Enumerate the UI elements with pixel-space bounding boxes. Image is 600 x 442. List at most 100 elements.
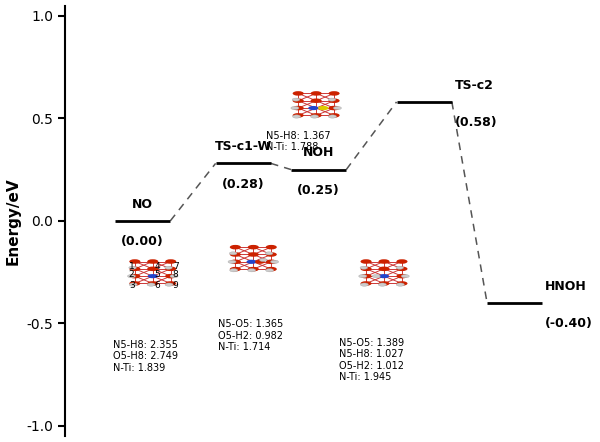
Circle shape <box>165 267 176 271</box>
Circle shape <box>397 274 407 278</box>
Circle shape <box>328 98 335 101</box>
Circle shape <box>266 269 274 272</box>
Circle shape <box>266 259 277 264</box>
Circle shape <box>292 98 300 101</box>
Circle shape <box>311 113 322 118</box>
Circle shape <box>308 106 319 110</box>
Circle shape <box>266 245 277 249</box>
Text: 2: 2 <box>129 270 134 278</box>
Text: TS-c1-W: TS-c1-W <box>215 140 272 153</box>
Text: HNOH: HNOH <box>545 279 587 293</box>
Text: 4: 4 <box>154 262 160 271</box>
Circle shape <box>129 283 137 286</box>
Circle shape <box>379 259 389 264</box>
Circle shape <box>129 266 136 269</box>
Text: N5-O5: 1.365
O5-H2: 0.982
N-Ti: 1.714: N5-O5: 1.365 O5-H2: 0.982 N-Ti: 1.714 <box>218 319 283 352</box>
Circle shape <box>293 91 304 95</box>
Circle shape <box>310 115 319 118</box>
Circle shape <box>359 274 367 278</box>
Circle shape <box>148 274 158 278</box>
Circle shape <box>329 91 340 95</box>
Circle shape <box>129 259 140 264</box>
Circle shape <box>360 266 368 269</box>
Circle shape <box>260 259 267 262</box>
Circle shape <box>255 260 265 264</box>
Circle shape <box>230 267 241 271</box>
Circle shape <box>271 260 278 263</box>
Circle shape <box>397 259 407 264</box>
Text: (-0.40): (-0.40) <box>545 317 593 330</box>
Circle shape <box>361 267 371 271</box>
Circle shape <box>397 281 407 286</box>
Circle shape <box>165 259 176 264</box>
Text: NOH: NOH <box>303 146 334 159</box>
Circle shape <box>334 107 341 110</box>
Circle shape <box>361 283 368 286</box>
Circle shape <box>328 115 337 118</box>
Circle shape <box>248 269 256 272</box>
Circle shape <box>129 274 140 278</box>
Circle shape <box>165 274 176 278</box>
Circle shape <box>266 252 277 257</box>
Circle shape <box>147 283 155 286</box>
Circle shape <box>147 259 158 264</box>
Circle shape <box>379 283 386 286</box>
Circle shape <box>265 252 273 255</box>
Circle shape <box>397 267 407 271</box>
Circle shape <box>401 274 409 278</box>
Text: 9: 9 <box>173 281 178 290</box>
Circle shape <box>170 274 178 278</box>
Text: (0.28): (0.28) <box>222 178 265 191</box>
Circle shape <box>311 91 322 95</box>
Text: (0.25): (0.25) <box>297 184 340 197</box>
Circle shape <box>379 281 389 286</box>
Text: 3: 3 <box>129 281 134 290</box>
Circle shape <box>248 245 259 249</box>
Circle shape <box>129 281 140 286</box>
Circle shape <box>329 113 340 118</box>
Circle shape <box>165 266 172 269</box>
Circle shape <box>396 283 404 286</box>
Circle shape <box>228 260 236 263</box>
Circle shape <box>147 281 158 286</box>
Circle shape <box>361 281 371 286</box>
Circle shape <box>248 252 259 257</box>
Circle shape <box>127 274 136 278</box>
Circle shape <box>230 259 241 264</box>
Circle shape <box>379 274 389 278</box>
Circle shape <box>329 99 340 103</box>
Text: TS-c2: TS-c2 <box>454 79 493 91</box>
Circle shape <box>266 267 277 271</box>
Circle shape <box>230 252 241 257</box>
Text: 7: 7 <box>173 262 178 271</box>
Circle shape <box>165 283 173 286</box>
Circle shape <box>293 115 301 118</box>
Circle shape <box>372 274 380 278</box>
Circle shape <box>248 267 259 271</box>
Circle shape <box>147 267 158 271</box>
Circle shape <box>247 260 257 264</box>
Text: 6: 6 <box>154 281 160 290</box>
Circle shape <box>165 281 176 286</box>
Circle shape <box>379 267 389 271</box>
Circle shape <box>230 269 238 272</box>
Text: N5-H8: 1.367
N-Ti: 1.788: N5-H8: 1.367 N-Ti: 1.788 <box>266 130 331 152</box>
Text: (0.58): (0.58) <box>454 116 497 129</box>
Circle shape <box>329 106 340 110</box>
Circle shape <box>311 99 322 103</box>
Circle shape <box>293 106 304 110</box>
Circle shape <box>361 274 371 278</box>
Circle shape <box>230 245 241 249</box>
Y-axis label: Energy/eV: Energy/eV <box>5 177 20 265</box>
Text: 8: 8 <box>173 270 178 278</box>
Text: N5-H8: 2.355
O5-H8: 2.749
N-Ti: 1.839: N5-H8: 2.355 O5-H8: 2.749 N-Ti: 1.839 <box>113 340 178 373</box>
Circle shape <box>229 252 237 255</box>
Circle shape <box>293 113 304 118</box>
Circle shape <box>291 107 299 110</box>
Circle shape <box>361 259 371 264</box>
Circle shape <box>396 266 403 269</box>
Text: NO: NO <box>132 198 153 210</box>
Circle shape <box>293 99 304 103</box>
Text: (0.00): (0.00) <box>121 235 164 248</box>
Circle shape <box>129 267 140 271</box>
